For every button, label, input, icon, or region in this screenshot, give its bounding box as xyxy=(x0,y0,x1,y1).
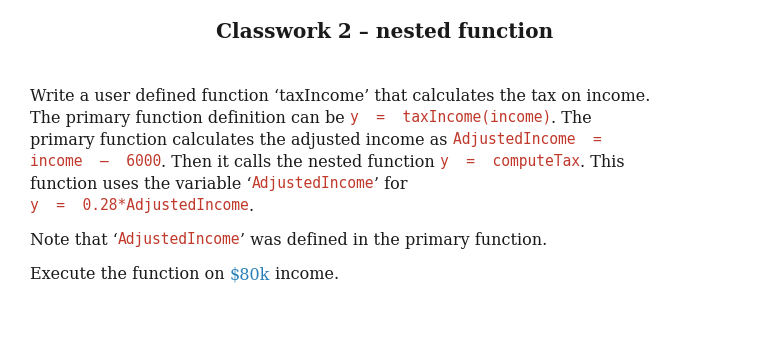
Text: income  –  6000: income – 6000 xyxy=(30,154,161,169)
Text: primary function calculates the adjusted income as: primary function calculates the adjusted… xyxy=(30,132,453,149)
Text: Write a user defined function ‘taxIncome’ that calculates the tax on income.: Write a user defined function ‘taxIncome… xyxy=(30,88,651,105)
Text: . Then it calls the nested function: . Then it calls the nested function xyxy=(161,154,440,171)
Text: Execute the function on: Execute the function on xyxy=(30,266,230,283)
Text: y  =  computeTax: y = computeTax xyxy=(440,154,580,169)
Text: y  =  taxIncome(income): y = taxIncome(income) xyxy=(350,110,551,125)
Text: Note that ‘: Note that ‘ xyxy=(30,232,118,249)
Text: ’ was defined in the primary function.: ’ was defined in the primary function. xyxy=(241,232,548,249)
Text: AdjustedIncome: AdjustedIncome xyxy=(118,232,241,247)
Text: .: . xyxy=(248,198,254,215)
Text: . This: . This xyxy=(580,154,624,171)
Text: . The: . The xyxy=(551,110,592,127)
Text: income.: income. xyxy=(270,266,339,283)
Text: The primary function definition can be: The primary function definition can be xyxy=(30,110,350,127)
Text: Classwork 2 – nested function: Classwork 2 – nested function xyxy=(216,22,553,42)
Text: y  =  0.28*AdjustedIncome: y = 0.28*AdjustedIncome xyxy=(30,198,248,213)
Text: AdjustedIncome: AdjustedIncome xyxy=(251,176,375,191)
Text: ’ for: ’ for xyxy=(375,176,408,193)
Text: AdjustedIncome  =: AdjustedIncome = xyxy=(453,132,601,147)
Text: $80k: $80k xyxy=(230,266,270,283)
Text: function uses the variable ‘: function uses the variable ‘ xyxy=(30,176,251,193)
